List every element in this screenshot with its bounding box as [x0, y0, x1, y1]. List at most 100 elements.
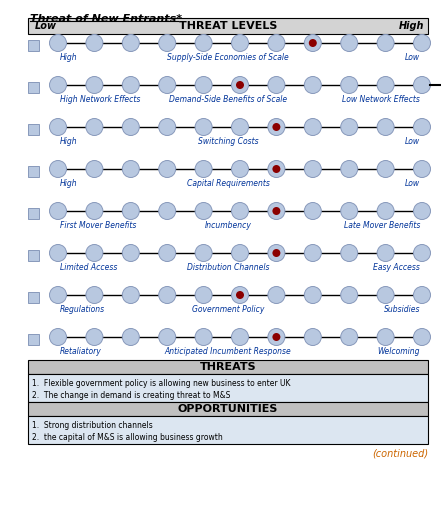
Circle shape [377, 329, 394, 345]
Text: High: High [60, 137, 78, 146]
FancyBboxPatch shape [28, 40, 39, 51]
Circle shape [309, 39, 317, 47]
Circle shape [377, 245, 394, 261]
FancyBboxPatch shape [28, 250, 39, 261]
Circle shape [195, 245, 212, 261]
Text: First Mover Benefits: First Mover Benefits [60, 221, 136, 230]
Circle shape [159, 160, 176, 178]
FancyBboxPatch shape [28, 124, 39, 135]
Circle shape [414, 329, 430, 345]
FancyBboxPatch shape [28, 360, 428, 374]
Text: 1.  Strong distribution channels: 1. Strong distribution channels [32, 421, 153, 430]
Circle shape [268, 77, 285, 93]
Circle shape [341, 118, 358, 136]
FancyBboxPatch shape [28, 208, 39, 219]
Circle shape [268, 202, 285, 220]
Circle shape [86, 202, 103, 220]
Circle shape [304, 35, 321, 51]
Circle shape [304, 77, 321, 93]
Text: Subsidies: Subsidies [384, 305, 420, 314]
Circle shape [159, 329, 176, 345]
Circle shape [414, 287, 430, 303]
Text: Retaliatory: Retaliatory [60, 347, 102, 356]
Circle shape [232, 77, 248, 93]
Circle shape [86, 287, 103, 303]
Circle shape [122, 287, 139, 303]
Circle shape [304, 329, 321, 345]
Circle shape [268, 118, 285, 136]
Text: Threat of New Entrants*: Threat of New Entrants* [30, 14, 182, 24]
Circle shape [232, 287, 248, 303]
Circle shape [273, 207, 280, 215]
Text: 2.  The change in demand is creating threat to M&S: 2. The change in demand is creating thre… [32, 391, 230, 400]
Circle shape [232, 160, 248, 178]
Circle shape [414, 202, 430, 220]
Circle shape [341, 287, 358, 303]
Text: 2.  the capital of M&S is allowing business growth: 2. the capital of M&S is allowing busine… [32, 433, 223, 442]
Text: High: High [60, 53, 78, 62]
Circle shape [341, 202, 358, 220]
Circle shape [195, 77, 212, 93]
Text: High: High [60, 179, 78, 188]
Circle shape [49, 160, 67, 178]
Circle shape [195, 202, 212, 220]
Circle shape [341, 35, 358, 51]
Circle shape [232, 35, 248, 51]
Circle shape [86, 160, 103, 178]
Circle shape [304, 160, 321, 178]
Circle shape [268, 329, 285, 345]
Text: Low: Low [35, 21, 57, 31]
Circle shape [86, 35, 103, 51]
Text: Regulations: Regulations [60, 305, 105, 314]
Circle shape [304, 202, 321, 220]
Circle shape [268, 287, 285, 303]
Circle shape [236, 291, 244, 299]
FancyBboxPatch shape [28, 82, 39, 93]
Text: Welcoming: Welcoming [377, 347, 420, 356]
Circle shape [232, 202, 248, 220]
FancyBboxPatch shape [28, 292, 39, 303]
Text: OPPORTUNITIES: OPPORTUNITIES [178, 404, 278, 414]
Circle shape [122, 35, 139, 51]
FancyBboxPatch shape [28, 166, 39, 177]
FancyBboxPatch shape [28, 18, 428, 34]
Circle shape [195, 160, 212, 178]
Text: (continued): (continued) [372, 448, 428, 458]
Circle shape [86, 77, 103, 93]
Circle shape [49, 118, 67, 136]
Circle shape [49, 202, 67, 220]
Text: Incumbency: Incumbency [205, 221, 251, 230]
Circle shape [341, 160, 358, 178]
Circle shape [159, 118, 176, 136]
Circle shape [159, 35, 176, 51]
Circle shape [195, 118, 212, 136]
Circle shape [273, 249, 280, 257]
Circle shape [341, 245, 358, 261]
Circle shape [159, 245, 176, 261]
Circle shape [377, 77, 394, 93]
Circle shape [159, 77, 176, 93]
Circle shape [273, 123, 280, 131]
Circle shape [49, 245, 67, 261]
Circle shape [86, 245, 103, 261]
Text: High Network Effects: High Network Effects [60, 95, 140, 104]
Circle shape [268, 245, 285, 261]
Text: Easy Access: Easy Access [373, 263, 420, 272]
Circle shape [273, 333, 280, 341]
Circle shape [49, 329, 67, 345]
Text: Low: Low [405, 137, 420, 146]
Circle shape [122, 245, 139, 261]
Circle shape [232, 329, 248, 345]
Circle shape [273, 165, 280, 173]
Circle shape [86, 118, 103, 136]
Circle shape [414, 245, 430, 261]
Text: Low: Low [405, 53, 420, 62]
Text: Limited Access: Limited Access [60, 263, 117, 272]
Circle shape [232, 118, 248, 136]
Circle shape [159, 287, 176, 303]
Circle shape [341, 329, 358, 345]
Circle shape [122, 160, 139, 178]
Circle shape [377, 35, 394, 51]
Text: Supply-Side Economies of Scale: Supply-Side Economies of Scale [167, 53, 289, 62]
FancyBboxPatch shape [28, 402, 428, 416]
